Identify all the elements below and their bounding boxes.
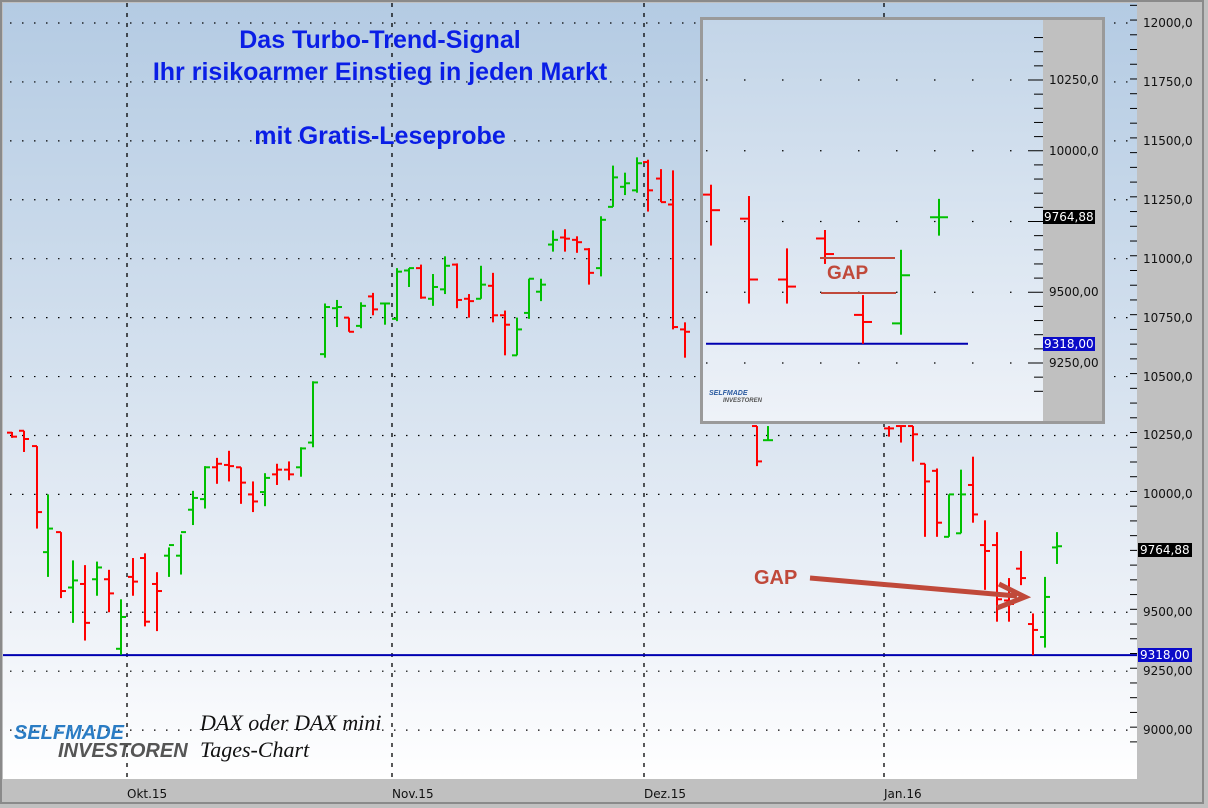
inset-support-price-tag: 9318,00 — [1043, 336, 1095, 351]
inset-y-tick-label: 10250,0 — [1049, 73, 1099, 87]
inset-y-tick-label: 9500,00 — [1049, 285, 1099, 300]
y-tick-label: 11500,0 — [1143, 133, 1193, 148]
last-price-tag: 9764,88 — [1138, 542, 1192, 557]
chart-subtitle: Ihr risikoarmer Einstieg in jeden Markt — [152, 58, 608, 86]
y-tick-label: 9250,00 — [1143, 664, 1193, 679]
inset-brand-line2: INVESTOREN — [723, 398, 762, 404]
y-tick-label: 10750,0 — [1143, 310, 1193, 325]
inset-gap-label: GAP — [827, 263, 869, 284]
inset-last-price-tag: 9764,88 — [1043, 210, 1095, 225]
y-tick-label: 9000,00 — [1143, 723, 1193, 738]
brand-logo-line2: INVESTOREN — [58, 740, 188, 762]
inset-y-tick-label: 10000,0 — [1049, 143, 1099, 158]
y-tick-label: 10250,0 — [1143, 428, 1193, 443]
chart-tagline: mit Gratis-Leseprobe — [254, 122, 506, 150]
y-tick-label: 9500,00 — [1143, 605, 1193, 620]
y-tick-label: 11250,0 — [1143, 192, 1193, 207]
zoom-inset-panel: 10250,0 10000,0 9500,00 9250,00 GAP 9764,88… — [700, 17, 1105, 424]
instrument-note: DAX oder DAX mini — [200, 710, 382, 735]
x-tick-label: Dez.15 — [644, 787, 687, 801]
y-tick-label: 11000,0 — [1143, 251, 1193, 266]
support-price-tag: 9318,00 — [1138, 648, 1192, 663]
y-tick-label: 11750,0 — [1143, 74, 1193, 89]
inset-brand-line1: SELFMADE — [709, 390, 748, 397]
gap-annotation-label: GAP — [754, 567, 798, 589]
x-tick-label: Nov.15 — [392, 787, 434, 801]
brand-logo-line1: SELFMADE — [14, 722, 124, 744]
y-tick-label: 10500,0 — [1143, 369, 1193, 384]
timeframe-note: Tages-Chart — [200, 737, 310, 762]
y-tick-label: 12000,0 — [1143, 16, 1193, 30]
inset-chart — [703, 37, 1043, 392]
date-axis[interactable] — [3, 779, 1137, 799]
y-tick-label: 10000,0 — [1143, 487, 1193, 502]
inset-y-tick-label: 9250,00 — [1049, 356, 1099, 370]
chart-title: Das Turbo-Trend-Signal — [239, 26, 521, 54]
x-tick-label: Jan.16 — [884, 787, 922, 801]
x-tick-label: Okt.15 — [127, 787, 168, 801]
